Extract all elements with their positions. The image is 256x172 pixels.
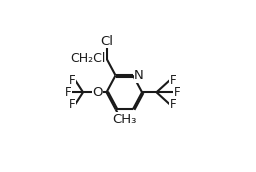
Text: F: F	[64, 86, 71, 99]
Text: CH₂Cl: CH₂Cl	[70, 52, 105, 65]
Text: F: F	[69, 74, 75, 87]
Text: F: F	[170, 98, 176, 111]
Text: O: O	[92, 86, 103, 99]
Text: F: F	[174, 86, 180, 99]
Text: F: F	[170, 74, 176, 87]
Text: N: N	[134, 69, 144, 82]
Text: Cl: Cl	[100, 35, 113, 48]
Text: F: F	[69, 98, 75, 111]
Text: CH₃: CH₃	[112, 113, 137, 126]
